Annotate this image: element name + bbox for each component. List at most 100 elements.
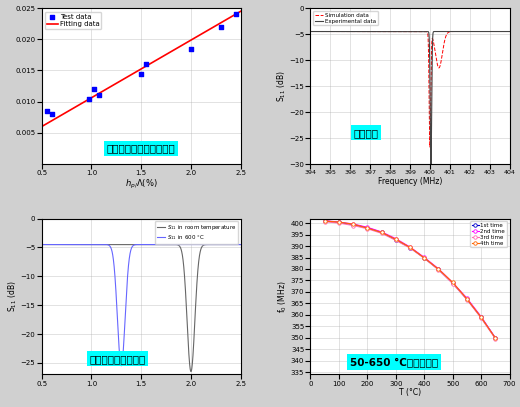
Line: 1st time: 1st time <box>323 219 497 340</box>
2nd time <box>321 218 328 223</box>
4th time <box>450 280 456 285</box>
1st time <box>393 237 399 242</box>
Y-axis label: S$_{11}$ (dB): S$_{11}$ (dB) <box>7 280 19 313</box>
$S_{11}$ in 600 °C <box>238 242 244 247</box>
4th time <box>393 237 399 242</box>
Simulation data <box>427 144 433 149</box>
$S_{11}$ in room temperature <box>136 242 142 247</box>
4th time <box>435 267 441 271</box>
Experimental data <box>496 29 502 34</box>
Simulation data <box>506 29 513 34</box>
3rd time <box>450 281 456 286</box>
Test data <box>90 86 98 92</box>
Text: 反射系数实验及拟合数据: 反射系数实验及拟合数据 <box>107 143 176 153</box>
1st time <box>478 315 484 320</box>
Experimental data <box>316 29 322 34</box>
$S_{11}$ in room temperature <box>77 242 84 247</box>
X-axis label: T (°C): T (°C) <box>399 388 421 397</box>
Test data <box>85 95 94 102</box>
1st time <box>492 336 499 341</box>
$S_{11}$ in room temperature <box>227 242 233 247</box>
$S_{11}$ in room temperature <box>38 242 45 247</box>
Experimental data <box>346 29 353 34</box>
Simulation data <box>346 29 353 34</box>
1st time <box>450 281 456 286</box>
1st time <box>336 220 342 225</box>
2nd time <box>336 220 342 225</box>
3rd time <box>464 297 470 302</box>
3rd time <box>364 226 370 231</box>
4th time <box>379 230 385 235</box>
2nd time <box>421 255 427 260</box>
Line: 4th time: 4th time <box>323 219 497 340</box>
2nd time <box>450 280 456 285</box>
Test data <box>231 11 240 18</box>
4th time <box>464 297 470 302</box>
X-axis label: Frequency (MHz): Frequency (MHz) <box>378 177 442 186</box>
Simulation data <box>405 29 411 34</box>
Line: Simulation data: Simulation data <box>310 31 510 147</box>
Line: $S_{11}$ in room temperature: $S_{11}$ in room temperature <box>42 245 241 372</box>
3rd time <box>492 336 499 341</box>
3rd time <box>321 219 328 224</box>
Legend: Test data, Fitting data: Test data, Fitting data <box>45 12 101 29</box>
Simulation data <box>308 29 315 34</box>
Line: $S_{11}$ in 600 °C: $S_{11}$ in 600 °C <box>42 245 241 366</box>
Test data <box>137 70 145 77</box>
Test data <box>142 61 150 68</box>
Experimental data <box>319 29 326 34</box>
3rd time <box>478 316 484 321</box>
3rd time <box>407 246 413 251</box>
4th time <box>407 245 413 250</box>
Test data <box>187 46 195 52</box>
1st time <box>350 222 356 227</box>
1st time <box>407 245 413 250</box>
1st time <box>379 230 385 235</box>
Legend: $S_{11}$ in room temperature, $S_{11}$ in 600 °C: $S_{11}$ in room temperature, $S_{11}$ i… <box>155 221 238 244</box>
2nd time <box>478 314 484 319</box>
$S_{11}$ in 600 °C <box>40 242 46 247</box>
Experimental data <box>506 29 513 34</box>
1st time <box>421 256 427 260</box>
Text: 传感系统高温稳定性: 传感系统高温稳定性 <box>89 354 146 364</box>
Test data <box>95 92 103 98</box>
4th time <box>350 222 356 227</box>
Legend: Simulation data, Experimental data: Simulation data, Experimental data <box>313 11 378 25</box>
Simulation data <box>319 29 326 34</box>
2nd time <box>492 335 499 340</box>
2nd time <box>407 245 413 249</box>
4th time <box>478 315 484 320</box>
$S_{11}$ in 600 °C <box>38 242 45 247</box>
Simulation data <box>316 29 322 34</box>
Text: 器件响应: 器件响应 <box>354 128 379 138</box>
1st time <box>364 225 370 230</box>
1st time <box>464 297 470 302</box>
3rd time <box>393 238 399 243</box>
1st time <box>321 219 328 223</box>
$S_{11}$ in room temperature <box>238 242 244 247</box>
Experimental data <box>308 29 315 34</box>
2nd time <box>435 266 441 271</box>
3rd time <box>379 231 385 236</box>
Line: Experimental data: Experimental data <box>310 31 510 166</box>
$S_{11}$ in room temperature <box>40 242 46 247</box>
3rd time <box>350 223 356 228</box>
4th time <box>364 225 370 230</box>
Simulation data <box>307 29 314 34</box>
2nd time <box>364 225 370 230</box>
$S_{11}$ in room temperature <box>50 242 57 247</box>
Test data <box>43 108 51 114</box>
2nd time <box>393 236 399 241</box>
$S_{11}$ in room temperature <box>47 242 53 247</box>
$S_{11}$ in 600 °C <box>50 242 57 247</box>
Experimental data <box>307 29 314 34</box>
Y-axis label: S$_{11}$ (dB): S$_{11}$ (dB) <box>276 70 288 102</box>
4th time <box>492 336 499 341</box>
$S_{11}$ in 600 °C <box>227 242 233 247</box>
1st time <box>435 267 441 272</box>
2nd time <box>350 221 356 226</box>
3rd time <box>435 267 441 272</box>
4th time <box>321 219 328 223</box>
Y-axis label: f$_0$ (MHz): f$_0$ (MHz) <box>277 280 289 313</box>
$S_{11}$ in room temperature <box>188 369 194 374</box>
